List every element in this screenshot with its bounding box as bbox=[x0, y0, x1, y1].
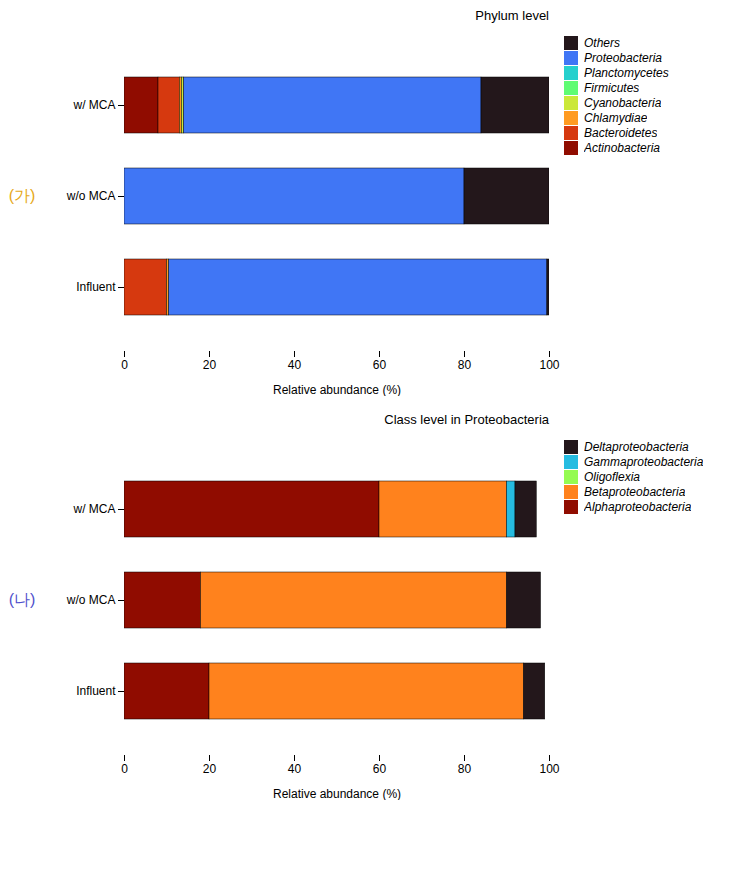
html-text:(가): (가) bbox=[8, 187, 36, 204]
svg-text:60: 60 bbox=[373, 358, 387, 372]
html-text:Chlamydiae: Chlamydiae bbox=[584, 111, 648, 125]
svg-text:0: 0 bbox=[121, 358, 128, 372]
html-text:Deltaproteobacteria: Deltaproteobacteria bbox=[584, 440, 689, 454]
svg-text:w/o MCA: w/o MCA bbox=[66, 189, 116, 203]
svg-text:0: 0 bbox=[121, 762, 128, 776]
svg-text:80: 80 bbox=[458, 762, 472, 776]
svg-text:Relative abundance (%): Relative abundance (%) bbox=[273, 787, 401, 801]
html-text:Oligoflexia: Oligoflexia bbox=[584, 470, 640, 484]
html-text:Bacteroidetes: Bacteroidetes bbox=[584, 126, 658, 140]
svg-text:40: 40 bbox=[288, 762, 302, 776]
svg-text:w/ MCA: w/ MCA bbox=[73, 502, 116, 516]
svg-text:w/ MCA: w/ MCA bbox=[73, 98, 116, 112]
html-text:Phylum level: Phylum level bbox=[475, 8, 549, 23]
html-text:Proteobacteria: Proteobacteria bbox=[584, 51, 662, 65]
svg-text:Relative abundance (%): Relative abundance (%) bbox=[273, 383, 401, 397]
svg-text:Influent: Influent bbox=[76, 280, 116, 294]
svg-text:w/o MCA: w/o MCA bbox=[66, 593, 116, 607]
html-text:(나): (나) bbox=[8, 591, 36, 608]
svg-text:20: 20 bbox=[203, 358, 217, 372]
svg-text:80: 80 bbox=[458, 358, 472, 372]
svg-text:20: 20 bbox=[203, 762, 217, 776]
html-text:Others: Others bbox=[584, 36, 620, 50]
html-text:Class level in Proteobacteria: Class level in Proteobacteria bbox=[384, 412, 549, 427]
svg-text:100: 100 bbox=[539, 358, 559, 372]
svg-text:Influent: Influent bbox=[76, 684, 116, 698]
html-text:Betaproteobacteria: Betaproteobacteria bbox=[584, 485, 686, 499]
html-text:Firmicutes: Firmicutes bbox=[584, 81, 640, 95]
svg-text:60: 60 bbox=[373, 762, 387, 776]
html-text:Cyanobacteria: Cyanobacteria bbox=[584, 96, 662, 110]
html-text:Planctomycetes: Planctomycetes bbox=[584, 66, 669, 80]
html-text:Actinobacteria: Actinobacteria bbox=[584, 141, 660, 155]
svg-text:100: 100 bbox=[539, 762, 559, 776]
html-text:Gammaproteobacteria: Gammaproteobacteria bbox=[584, 455, 704, 469]
html-text:Alphaproteobacteria: Alphaproteobacteria bbox=[584, 500, 692, 514]
svg-text:40: 40 bbox=[288, 358, 302, 372]
